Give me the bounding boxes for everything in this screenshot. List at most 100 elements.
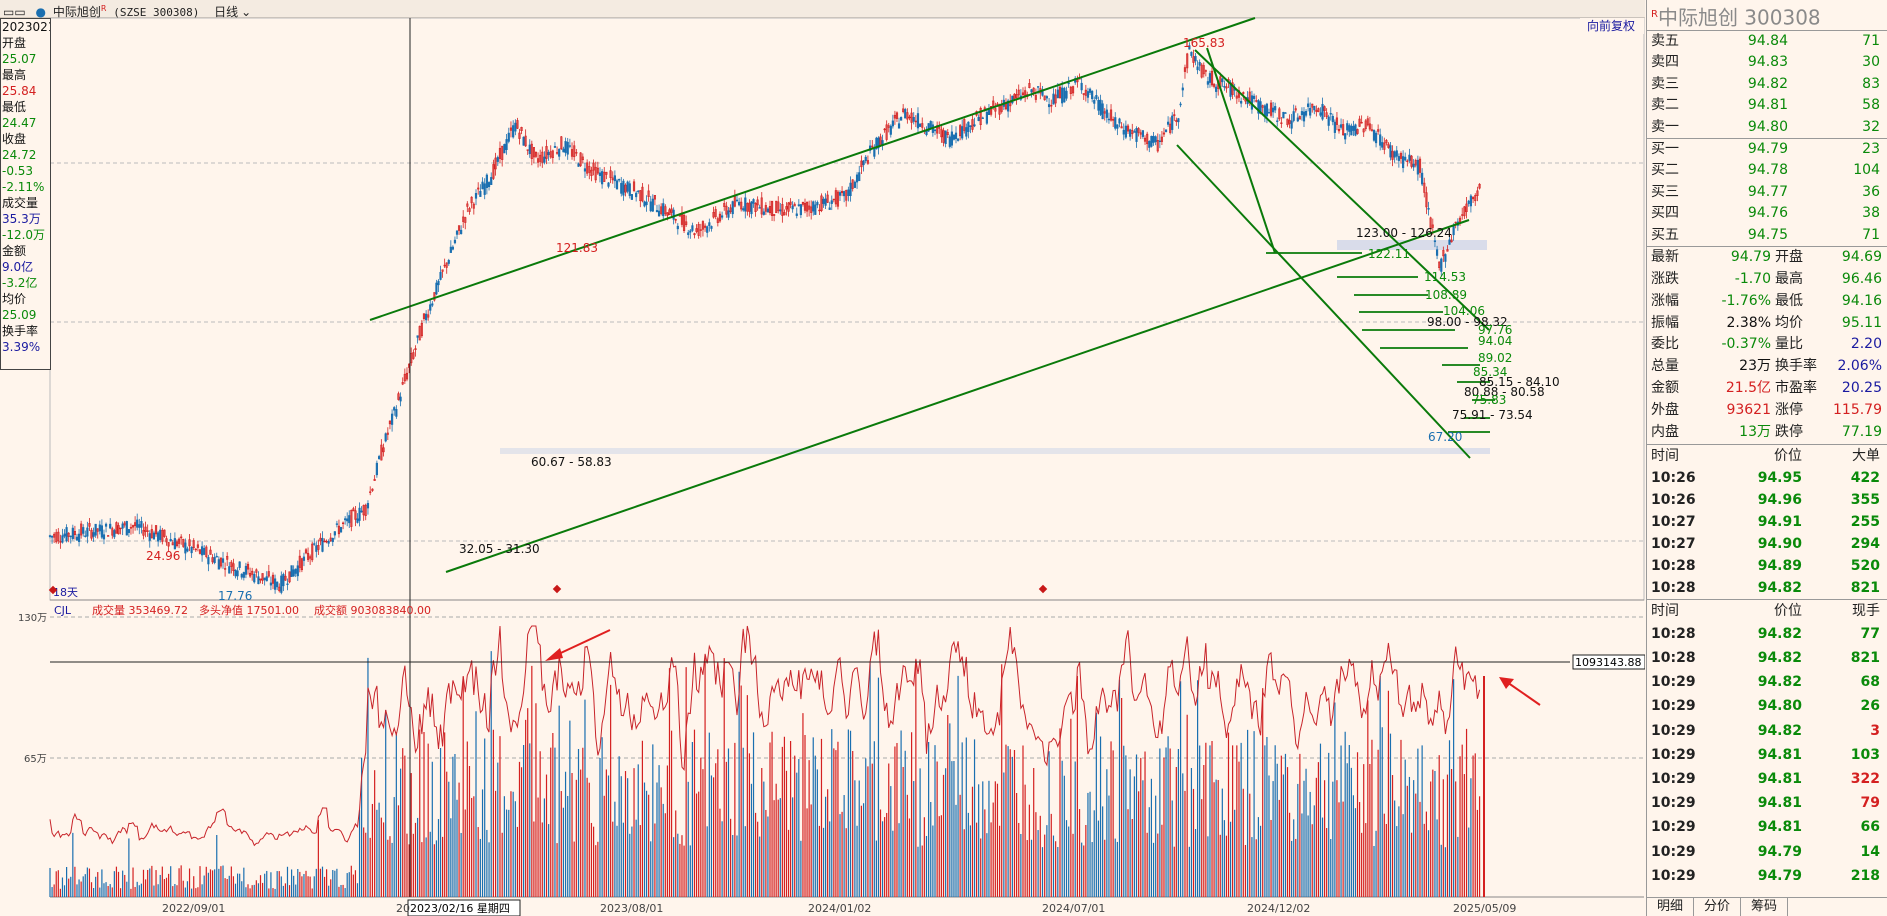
bids-row[interactable]: 买一 94.79 23 — [1647, 139, 1887, 160]
candle-body — [668, 209, 671, 216]
candle-body — [770, 200, 774, 216]
tick-row[interactable]: 10:29 94.82 3 — [1647, 719, 1887, 743]
bids-row[interactable]: 买三 94.77 36 — [1647, 182, 1887, 203]
tick-row[interactable]: 10:29 94.82 68 — [1647, 670, 1887, 694]
big-order-volume: 821 — [1850, 579, 1880, 596]
candle-body — [969, 125, 972, 127]
big-order-row[interactable]: 10:28 94.89 520 — [1647, 555, 1887, 577]
window-icon[interactable]: ▭▭ — [3, 5, 26, 19]
big-order-row[interactable]: 10:26 94.95 422 — [1647, 467, 1887, 489]
tick-row[interactable]: 10:29 94.81 79 — [1647, 791, 1887, 815]
period-selector[interactable]: 日线 ⌄ — [214, 5, 252, 19]
asks-row[interactable]: 卖四 94.83 30 — [1647, 52, 1887, 73]
stock-code: (SZSE 300308) — [113, 6, 200, 19]
candle-body — [1313, 105, 1316, 111]
tick-row[interactable]: 10:29 94.79 14 — [1647, 840, 1887, 864]
stat-row: 金额 21.5亿 市盈率 20.25 — [1647, 378, 1887, 400]
candle-body — [416, 335, 419, 338]
asks-row[interactable]: 卖五 94.84 71 — [1647, 31, 1887, 52]
candle-body — [65, 527, 68, 542]
tick-list[interactable]: 10:28 94.82 77 10:28 94.82 821 10:29 94.82 68 10:… — [1647, 622, 1887, 888]
candle-body — [853, 181, 856, 188]
big-orders-list[interactable]: 10:26 94.95 422 10:26 94.96 355 10:27 94.91 255 1… — [1647, 467, 1887, 599]
asks-row[interactable]: 卖二 94.81 58 — [1647, 95, 1887, 116]
tick-row[interactable]: 10:29 94.79 218 — [1647, 864, 1887, 888]
price-volume-chart[interactable]: 165.83 121.83 24.96 17.76 67.20 60.67 - 58.83… — [0, 0, 1645, 916]
candle-body — [826, 194, 829, 203]
tick-time: 10:29 — [1651, 819, 1696, 836]
big-order-row[interactable]: 10:27 94.91 255 — [1647, 511, 1887, 533]
big-order-row[interactable]: 10:26 94.96 355 — [1647, 489, 1887, 511]
bar-info-item: 换手率 — [2, 324, 39, 338]
candle-body — [592, 162, 595, 171]
tick-row[interactable]: 10:29 94.80 26 — [1647, 694, 1887, 718]
candle-body — [437, 280, 440, 286]
trend-line — [369, 17, 1256, 321]
candle-body — [474, 193, 478, 199]
candle-body — [1169, 123, 1172, 133]
tick-row[interactable]: 10:29 94.81 322 — [1647, 767, 1887, 791]
candle-body — [526, 149, 529, 151]
candle-body — [1399, 153, 1403, 159]
event-marker[interactable] — [1038, 584, 1048, 594]
candle-body — [830, 200, 833, 204]
tick-row[interactable]: 10:29 94.81 66 — [1647, 815, 1887, 839]
tick-price: 94.82 — [1757, 625, 1802, 642]
candle-body — [288, 571, 291, 583]
tick-row[interactable]: 10:29 94.81 103 — [1647, 743, 1887, 767]
candle-body — [1164, 129, 1168, 132]
candle-body — [393, 407, 396, 411]
candle-body — [1339, 124, 1343, 128]
candle-body — [1389, 145, 1392, 158]
big-order-row[interactable]: 10:28 94.82 821 — [1647, 577, 1887, 599]
quote-title-text: 中际旭创 300308 — [1657, 5, 1821, 30]
asks-row[interactable]: 卖三 94.82 83 — [1647, 74, 1887, 95]
candle-body — [1052, 93, 1055, 105]
price-label: 24.96 — [146, 549, 180, 563]
asks-label: 卖四 — [1651, 54, 1679, 71]
tick-row[interactable]: 10:28 94.82 821 — [1647, 646, 1887, 670]
candle-body — [664, 206, 667, 215]
big-order-row[interactable]: 10:27 94.90 294 — [1647, 533, 1887, 555]
candle-body — [551, 150, 554, 158]
bids-row[interactable]: 买二 94.78 104 — [1647, 160, 1887, 181]
candle-body — [403, 373, 406, 382]
candle-body — [714, 209, 717, 217]
candle-body — [175, 541, 179, 547]
restore-button-bg[interactable] — [1580, 18, 1644, 34]
candle-body — [1126, 125, 1130, 132]
candle-body — [1202, 65, 1205, 75]
candle-body — [1360, 121, 1363, 124]
event-marker[interactable] — [552, 584, 562, 594]
volume-indicator: CJL — [54, 604, 72, 617]
support-band — [500, 448, 1490, 454]
candle-body — [1327, 116, 1330, 126]
candle-body — [221, 558, 225, 563]
bids-row[interactable]: 买五 94.75 71 — [1647, 225, 1887, 246]
tab-0[interactable]: 明细 — [1647, 898, 1695, 916]
tab-1[interactable]: 分价 — [1694, 898, 1742, 916]
tick-row[interactable]: 10:28 94.82 77 — [1647, 622, 1887, 646]
candle-body — [67, 532, 70, 537]
asks-row[interactable]: 卖一 94.80 32 — [1647, 117, 1887, 138]
candle-body — [280, 575, 283, 593]
candle-body — [1255, 100, 1258, 102]
candle-body — [269, 582, 273, 586]
candle-body — [284, 575, 287, 581]
candle-body — [236, 570, 239, 577]
tick-volume: 821 — [1850, 650, 1880, 667]
price-label: 67.20 — [1428, 430, 1462, 444]
candle-body — [1028, 83, 1031, 88]
bids-row[interactable]: 买四 94.76 38 — [1647, 203, 1887, 224]
candle-body — [793, 203, 796, 207]
candle-body — [590, 169, 593, 176]
tab-2[interactable]: 筹码 — [1741, 898, 1789, 916]
price-label: 85.34 — [1473, 365, 1507, 379]
candle-body — [594, 166, 597, 181]
candle-body — [259, 578, 262, 581]
candle-body — [1387, 143, 1390, 148]
stat-row: 涨跌 -1.70 最高 96.46 — [1647, 269, 1887, 291]
candle-body — [1284, 112, 1287, 114]
candle-body — [1307, 103, 1310, 107]
candle-body — [710, 226, 713, 229]
